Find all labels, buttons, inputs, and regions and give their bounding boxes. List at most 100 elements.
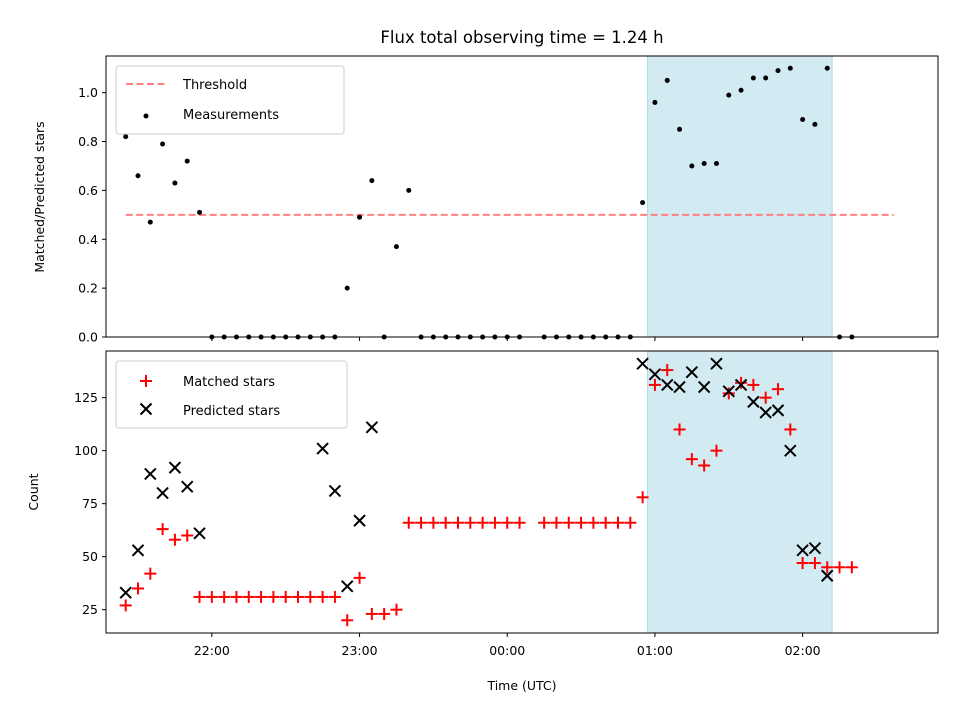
x-axis-label: Time (UTC)	[486, 678, 556, 693]
x-tick-label: 02:00	[785, 643, 821, 658]
matched-star-point	[439, 516, 452, 529]
measurement-point	[344, 285, 350, 291]
predicted-star-point	[759, 406, 772, 419]
matched-star-point	[230, 590, 243, 603]
measurement-point	[652, 99, 658, 105]
matched-star-point	[821, 561, 834, 574]
matched-star-point	[710, 444, 723, 457]
x-tick-label: 23:00	[342, 643, 378, 658]
measurements-legend-label: Measurements	[183, 108, 279, 123]
matched-star-point	[599, 516, 612, 529]
predicted-star-point	[119, 586, 132, 599]
matched-star-point	[402, 516, 415, 529]
predicted-star-point	[341, 580, 354, 593]
measurement-point	[357, 214, 363, 220]
bottom-y-tick-label: 25	[82, 602, 98, 617]
predicted-star-point	[734, 378, 748, 392]
top-legend-box	[115, 65, 345, 135]
matched-star-point	[119, 599, 132, 612]
bottom-highlight-span	[647, 350, 833, 634]
measurement-point	[775, 68, 781, 74]
bottom-y-ticks: 25 50 75 100 125	[74, 390, 106, 617]
matched-star-point	[353, 571, 366, 584]
predicted-star-point	[636, 357, 649, 370]
top-y-tick-label: 0.8	[78, 134, 98, 149]
top-axes-frame	[105, 55, 939, 338]
predicted-star-point	[784, 444, 797, 457]
matched-star-point	[661, 364, 674, 377]
matched-star-point	[365, 607, 378, 620]
matched-star-point	[722, 387, 735, 400]
matched-star-point	[550, 516, 563, 529]
top-y-tick-label: 0.0	[78, 330, 98, 345]
measurement-point	[664, 77, 670, 83]
measurement-point	[750, 75, 756, 81]
matched-star-point	[673, 423, 686, 436]
matched-star-point	[488, 516, 501, 529]
matched-star-point	[132, 582, 144, 595]
matched-star-point	[267, 590, 280, 603]
matched-star-point	[452, 516, 464, 529]
top-y-axis-label: Matched/Predicted stars	[32, 121, 47, 272]
bottom-y-tick-label: 125	[74, 390, 98, 405]
matched-star-point	[636, 491, 649, 504]
bottom-axes-frame	[105, 350, 939, 634]
measurement-point	[123, 134, 129, 140]
predicted-star-point	[673, 380, 686, 394]
measurement-point	[787, 65, 793, 71]
x-tick-label: 22:00	[194, 643, 230, 658]
top-y-tick-label: 0.2	[78, 281, 98, 296]
matched-star-point	[168, 533, 181, 546]
matched-star-point	[513, 516, 526, 529]
measurement-point	[640, 200, 646, 206]
threshold-legend-label: Threshold	[182, 78, 247, 93]
matched-star-point	[156, 523, 169, 536]
matched-star-point	[698, 459, 711, 472]
bottom-panel: 25 50 75 100 125 22:00 23:00 00:00 01:00 02:00 C…	[26, 350, 939, 693]
measurement-point	[393, 244, 399, 250]
matched-star-point	[328, 590, 341, 603]
top-panel: 0.0 0.2 0.4 0.6 0.8 1.0 Matched/Predicted sta…	[32, 55, 939, 345]
measurement-point	[677, 126, 683, 132]
matched-star-point	[316, 590, 329, 603]
predicted-star-point	[722, 385, 735, 398]
matched-star-point	[218, 590, 231, 603]
measurement-point	[726, 92, 732, 98]
matched-star-point	[279, 590, 292, 603]
predicted-star-point	[328, 484, 342, 498]
bottom-y-axis-label: Count	[26, 473, 41, 510]
bottom-legend: Matched stars Predicted stars	[115, 360, 348, 429]
measurement-point	[800, 117, 806, 123]
predicted-star-point	[353, 514, 366, 527]
matched-star-point	[341, 614, 354, 627]
predicted-star-point	[168, 461, 182, 474]
predicted-star-point	[316, 442, 329, 455]
matched-star-point	[784, 423, 797, 436]
predicted-star-point	[193, 527, 206, 540]
matched-star-point	[242, 590, 255, 603]
matched-star-point	[304, 590, 317, 603]
bottom-legend-box	[115, 360, 348, 429]
matched-star-point	[845, 561, 858, 574]
matched-star-point	[464, 516, 477, 529]
matched-star-point	[796, 557, 809, 570]
bottom-y-tick-label: 100	[74, 443, 98, 458]
measurement-point	[197, 209, 203, 215]
matched-star-point	[587, 516, 600, 529]
measurement-point	[701, 161, 707, 167]
top-y-tick-label: 0.4	[78, 232, 98, 247]
predicted-star-point	[365, 421, 379, 434]
predicted-star-point	[697, 380, 711, 394]
matched-star-point	[685, 453, 698, 466]
predicted-star-point	[661, 378, 674, 392]
matched-star-point	[833, 561, 846, 574]
predicted-star-point	[144, 467, 157, 481]
matched-star-point	[624, 516, 637, 529]
x-tick-label: 00:00	[489, 643, 525, 658]
predicted-legend-label: Predicted stars	[183, 404, 280, 419]
measurement-point	[160, 141, 166, 147]
matched-star-point	[255, 590, 268, 603]
x-tick-label: 01:00	[637, 643, 673, 658]
predicted-star-point	[131, 544, 145, 557]
